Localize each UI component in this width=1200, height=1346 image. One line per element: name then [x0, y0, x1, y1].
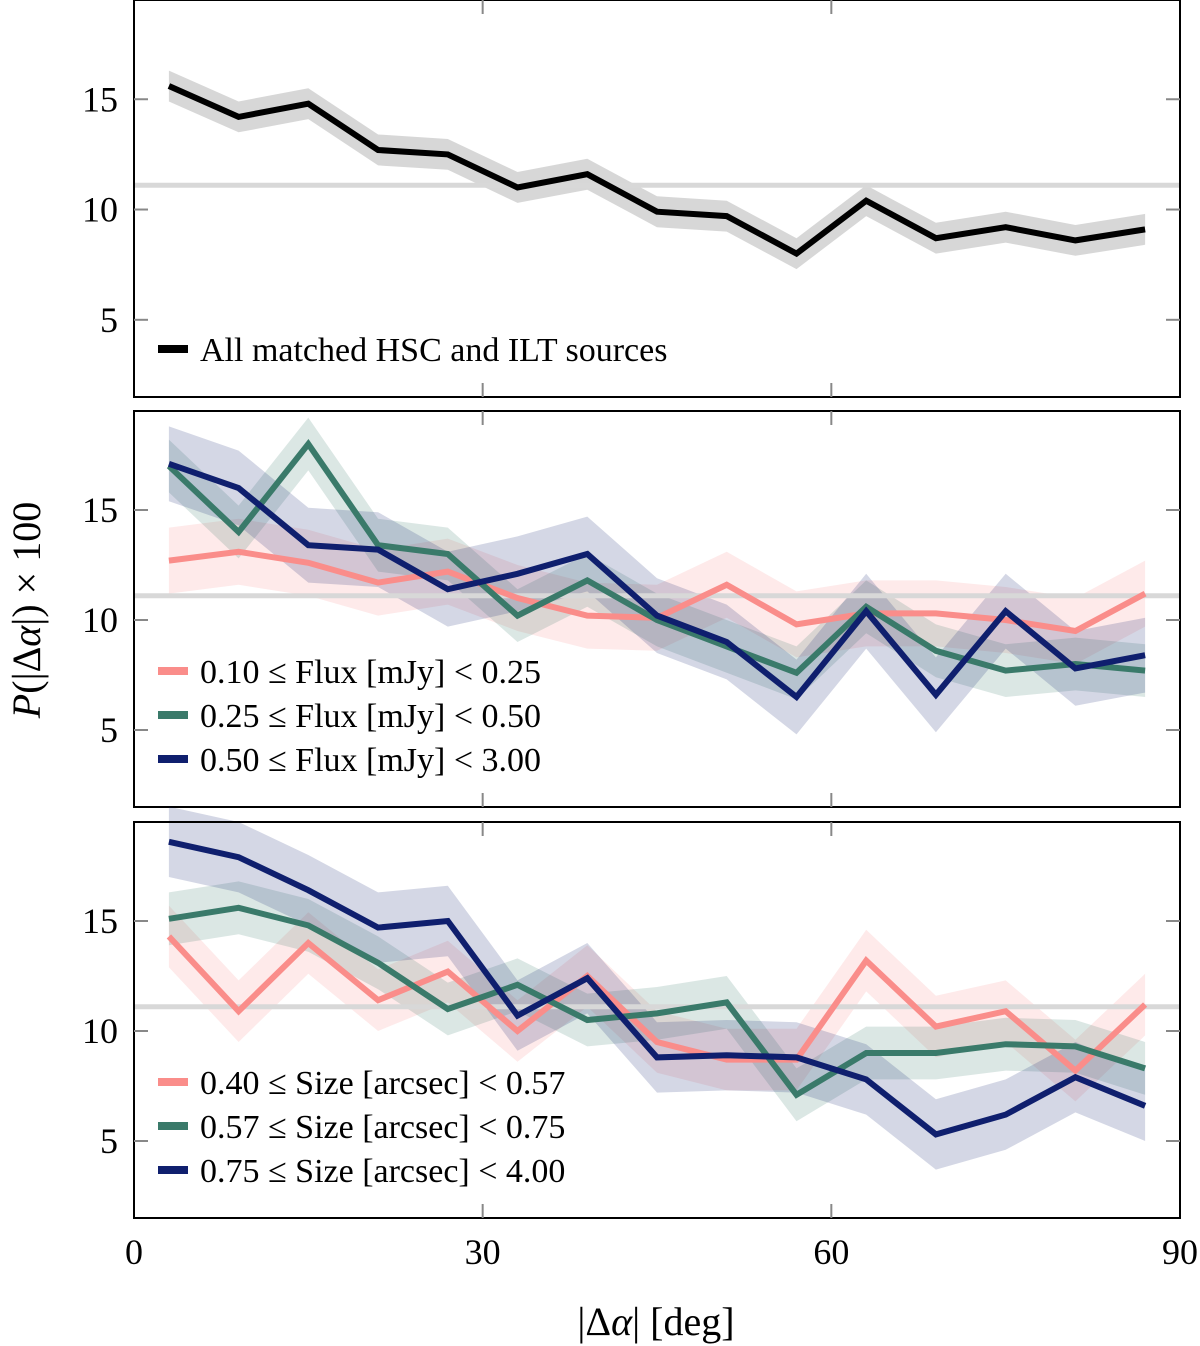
- x-tick-label: 30: [465, 1232, 501, 1272]
- series-line-size-3: [168, 838, 1147, 1138]
- panel-all-frame: [133, 0, 1181, 398]
- panel-size: 5 10 15 0.40 ≤ Size [arcsec] < 0.57 0.57 ≤ …: [82, 806, 1181, 1219]
- error-band-size-1: [168, 905, 1146, 1102]
- y-tick-label: 10: [82, 600, 118, 640]
- panel-size-ticks: 5 10 15: [82, 822, 1180, 1218]
- panel-flux-frame: [133, 410, 1181, 808]
- panel-flux-legend: 0.10 ≤ Flux [mJy] < 0.25 0.25 ≤ Flux [mJy…: [158, 654, 541, 779]
- panel-size-legend: 0.40 ≤ Size [arcsec] < 0.57 0.57 ≤ Size […: [158, 1065, 565, 1190]
- legend-label-flux-3: 0.50 ≤ Flux [mJy] < 3.00: [200, 742, 541, 779]
- x-axis-title: |Δα| [deg]: [577, 1299, 734, 1344]
- error-band-size-2: [168, 881, 1146, 1122]
- panel-all-legend: All matched HSC and ILT sources: [158, 332, 667, 369]
- series-line-size-1: [166, 934, 1148, 1075]
- legend-label-size-1: 0.40 ≤ Size [arcsec] < 0.57: [200, 1065, 565, 1102]
- y-tick-label: 15: [82, 490, 118, 530]
- legend-label-flux-1: 0.10 ≤ Flux [mJy] < 0.25: [200, 654, 541, 691]
- series-line-flux-3: [167, 460, 1146, 702]
- panel-flux-lines: [166, 438, 1147, 702]
- y-tick-label: 15: [82, 901, 118, 941]
- series-line-size-2: [168, 904, 1147, 1099]
- panel-all: 5 10 15 All matched HSC and ILT sources: [82, 0, 1181, 398]
- error-band-size-3: [168, 806, 1146, 1170]
- y-tick-label: 5: [100, 300, 118, 340]
- y-tick-label: 10: [82, 1011, 118, 1051]
- x-tick-labels: 0 30 60 90: [125, 1232, 1198, 1272]
- series-line-all-1: [167, 83, 1146, 258]
- panel-size-lines: [166, 838, 1148, 1138]
- y-tick-label: 10: [82, 190, 118, 230]
- panel-size-bands: [168, 806, 1146, 1170]
- panel-all-lines: [167, 83, 1146, 258]
- legend-label-flux-2: 0.25 ≤ Flux [mJy] < 0.50: [200, 698, 541, 735]
- panel-flux-ticks: 5 10 15: [82, 411, 1180, 807]
- x-tick-label: 0: [125, 1232, 143, 1272]
- legend-label-all-1: All matched HSC and ILT sources: [200, 332, 667, 369]
- panel-flux: 5 10 15 0.10 ≤ Flux [mJy] < 0.25 0.25 ≤ Flu…: [82, 410, 1181, 808]
- y-tick-label: 5: [100, 710, 118, 750]
- error-band-all-1: [168, 70, 1146, 270]
- x-tick-label: 90: [1162, 1232, 1198, 1272]
- x-tick-label: 60: [813, 1232, 849, 1272]
- y-axis-title: P(|Δα|) × 100: [4, 502, 49, 719]
- panel-all-ticks: 5 10 15: [82, 0, 1180, 397]
- y-tick-label: 5: [100, 1121, 118, 1161]
- series-line-flux-2: [166, 438, 1146, 677]
- legend-label-size-2: 0.57 ≤ Size [arcsec] < 0.75: [200, 1109, 565, 1146]
- panel-size-frame: [133, 821, 1181, 1219]
- panel-all-bands: [168, 70, 1146, 270]
- legend-label-size-3: 0.75 ≤ Size [arcsec] < 4.00: [200, 1153, 565, 1190]
- y-tick-label: 15: [82, 79, 118, 119]
